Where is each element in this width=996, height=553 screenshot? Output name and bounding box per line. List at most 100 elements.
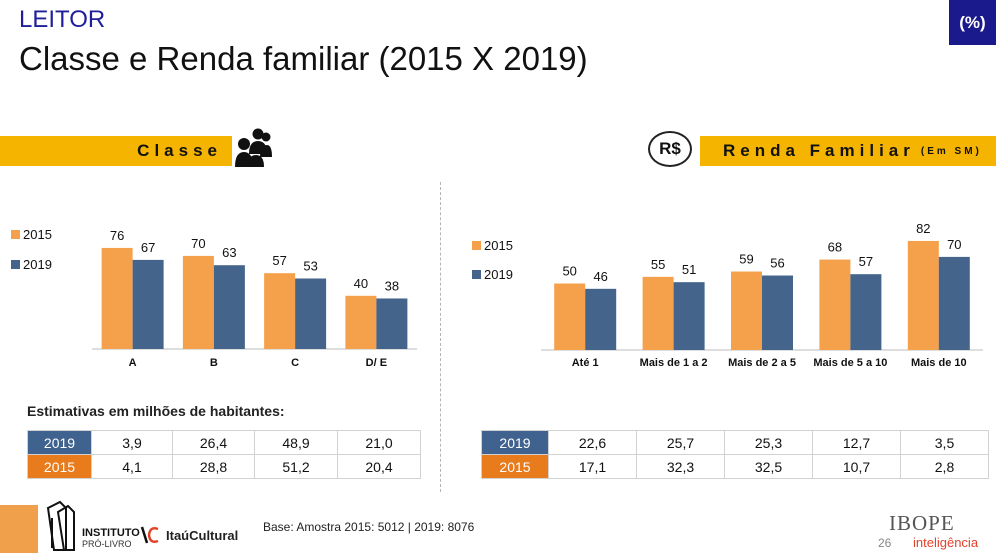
ibope-logo-text: IBOPE [889, 511, 955, 535]
legend-swatch-2019-renda [472, 270, 481, 279]
renda-bar-2015 [819, 259, 851, 350]
section-divider [440, 182, 441, 492]
renda-data-label: 46 [593, 269, 607, 284]
classe-data-label: 53 [303, 259, 317, 274]
classe-bar-2019 [295, 278, 327, 349]
table-cell: 28,8 [172, 454, 255, 479]
classe-bar-2015 [345, 295, 377, 349]
legend-swatch-2015-renda [472, 241, 481, 250]
renda-band: Renda Familiar (Em SM) [700, 136, 996, 166]
legend-swatch-2019 [11, 260, 20, 269]
legend-label-2015: 2015 [23, 227, 52, 242]
renda-data-label: 50 [562, 264, 576, 279]
table-row: 2015 4,1 28,8 51,2 20,4 [27, 454, 421, 479]
classe-data-label: 63 [222, 245, 236, 260]
renda-bar-2015 [731, 271, 762, 350]
renda-bar-2019 [850, 274, 882, 350]
table-cell: 12,7 [812, 430, 901, 455]
row-year-2015: 2015 [481, 454, 549, 479]
renda-data-label: 57 [859, 254, 873, 269]
table-cell: 3,9 [91, 430, 173, 455]
table-cell: 48,9 [254, 430, 338, 455]
table-cell: 32,5 [724, 454, 813, 479]
renda-category-label: Mais de 2 a 5 [728, 357, 796, 369]
table-cell: 32,3 [636, 454, 725, 479]
table-row: 2015 17,1 32,3 32,5 10,7 2,8 [481, 454, 989, 479]
itau-cultural-logo-text: ItaúCultural [166, 528, 239, 543]
renda-category-label: Mais de 5 a 10 [813, 357, 887, 369]
classe-data-label: 76 [110, 228, 124, 243]
classe-data-label: 38 [385, 278, 399, 293]
ibope-inteligencia-text: inteligência [913, 535, 979, 550]
table-cell: 2,8 [900, 454, 989, 479]
renda-bar-2019 [938, 256, 970, 350]
classe-data-label: 40 [354, 276, 368, 291]
classe-estimates-table: 2019 3,9 26,4 48,9 21,0 2015 4,1 28,8 51… [27, 430, 421, 479]
legend-label-2019-renda: 2019 [484, 267, 513, 282]
legend-item-2015-renda: 2015 [472, 238, 513, 253]
table-row: 2019 22,6 25,7 25,3 12,7 3,5 [481, 430, 989, 455]
renda-category-label: Até 1 [572, 357, 599, 369]
renda-bar-2019 [762, 275, 793, 350]
renda-data-label: 56 [770, 256, 784, 271]
table-cell: 25,3 [724, 430, 813, 455]
book-stack-icon [46, 500, 75, 551]
classe-category-label: D/ E [366, 357, 387, 369]
row-year-2019: 2019 [27, 430, 92, 455]
table-row: 2019 3,9 26,4 48,9 21,0 [27, 430, 421, 455]
renda-bar-2015 [642, 276, 674, 350]
legend-label-2019: 2019 [23, 257, 52, 272]
footer-accent [0, 505, 38, 553]
classe-category-label: A [129, 357, 137, 369]
renda-data-label: 55 [651, 257, 665, 272]
table-cell: 17,1 [548, 454, 637, 479]
renda-data-label: 59 [739, 252, 753, 267]
classe-band-label: Classe [137, 141, 222, 160]
legend-item-2015: 2015 [11, 227, 52, 242]
table-cell: 51,2 [254, 454, 338, 479]
itau-logo-icon [140, 526, 159, 544]
section-label: LEITOR [19, 6, 106, 33]
renda-band-label: Renda Familiar [723, 141, 915, 160]
classe-bar-2015 [264, 273, 296, 349]
sample-base-note: Base: Amostra 2015: 5012 | 2019: 8076 [263, 520, 475, 534]
pro-livro-logo-text: PRÓ-LIVRO [82, 539, 132, 549]
row-year-2015: 2015 [27, 454, 92, 479]
legend-item-2019: 2019 [11, 257, 52, 272]
table-cell: 4,1 [91, 454, 173, 479]
page-number: 26 [878, 536, 892, 550]
rs-currency-icon: R$ [648, 131, 692, 167]
table-cell: 20,4 [337, 454, 421, 479]
classe-bar-2015 [101, 247, 133, 349]
legend-label-2015-renda: 2015 [484, 238, 513, 253]
classe-bar-2019 [213, 265, 245, 349]
renda-band-sublabel: (Em SM) [920, 145, 982, 157]
table-cell: 26,4 [172, 430, 255, 455]
row-year-2019: 2019 [481, 430, 549, 455]
renda-category-label: Mais de 10 [911, 357, 967, 369]
unit-badge: (%) [949, 0, 996, 45]
renda-data-label: 68 [828, 240, 842, 255]
classe-data-label: 70 [191, 236, 205, 251]
renda-bar-2015 [554, 283, 586, 350]
classe-category-label: B [210, 357, 218, 369]
renda-data-label: 82 [916, 221, 930, 236]
table-cell: 10,7 [812, 454, 901, 479]
renda-bar-2015 [907, 240, 939, 350]
table-cell: 3,5 [900, 430, 989, 455]
renda-data-label: 51 [682, 262, 696, 277]
table-cell: 22,6 [548, 430, 637, 455]
estimates-label: Estimativas em milhões de habitantes: [27, 403, 285, 419]
classe-category-label: C [291, 357, 299, 369]
renda-estimates-table: 2019 22,6 25,7 25,3 12,7 3,5 2015 17,1 3… [481, 430, 989, 479]
table-cell: 21,0 [337, 430, 421, 455]
legend-item-2019-renda: 2019 [472, 267, 513, 282]
page-title: Classe e Renda familiar (2015 X 2019) [19, 40, 588, 77]
people-icon [235, 128, 272, 167]
instituto-logo-text: INSTITUTO [82, 527, 140, 539]
table-cell: 25,7 [636, 430, 725, 455]
classe-bar-2019 [376, 298, 408, 349]
renda-bar-2019 [585, 288, 617, 350]
renda-bar-2019 [673, 282, 705, 350]
